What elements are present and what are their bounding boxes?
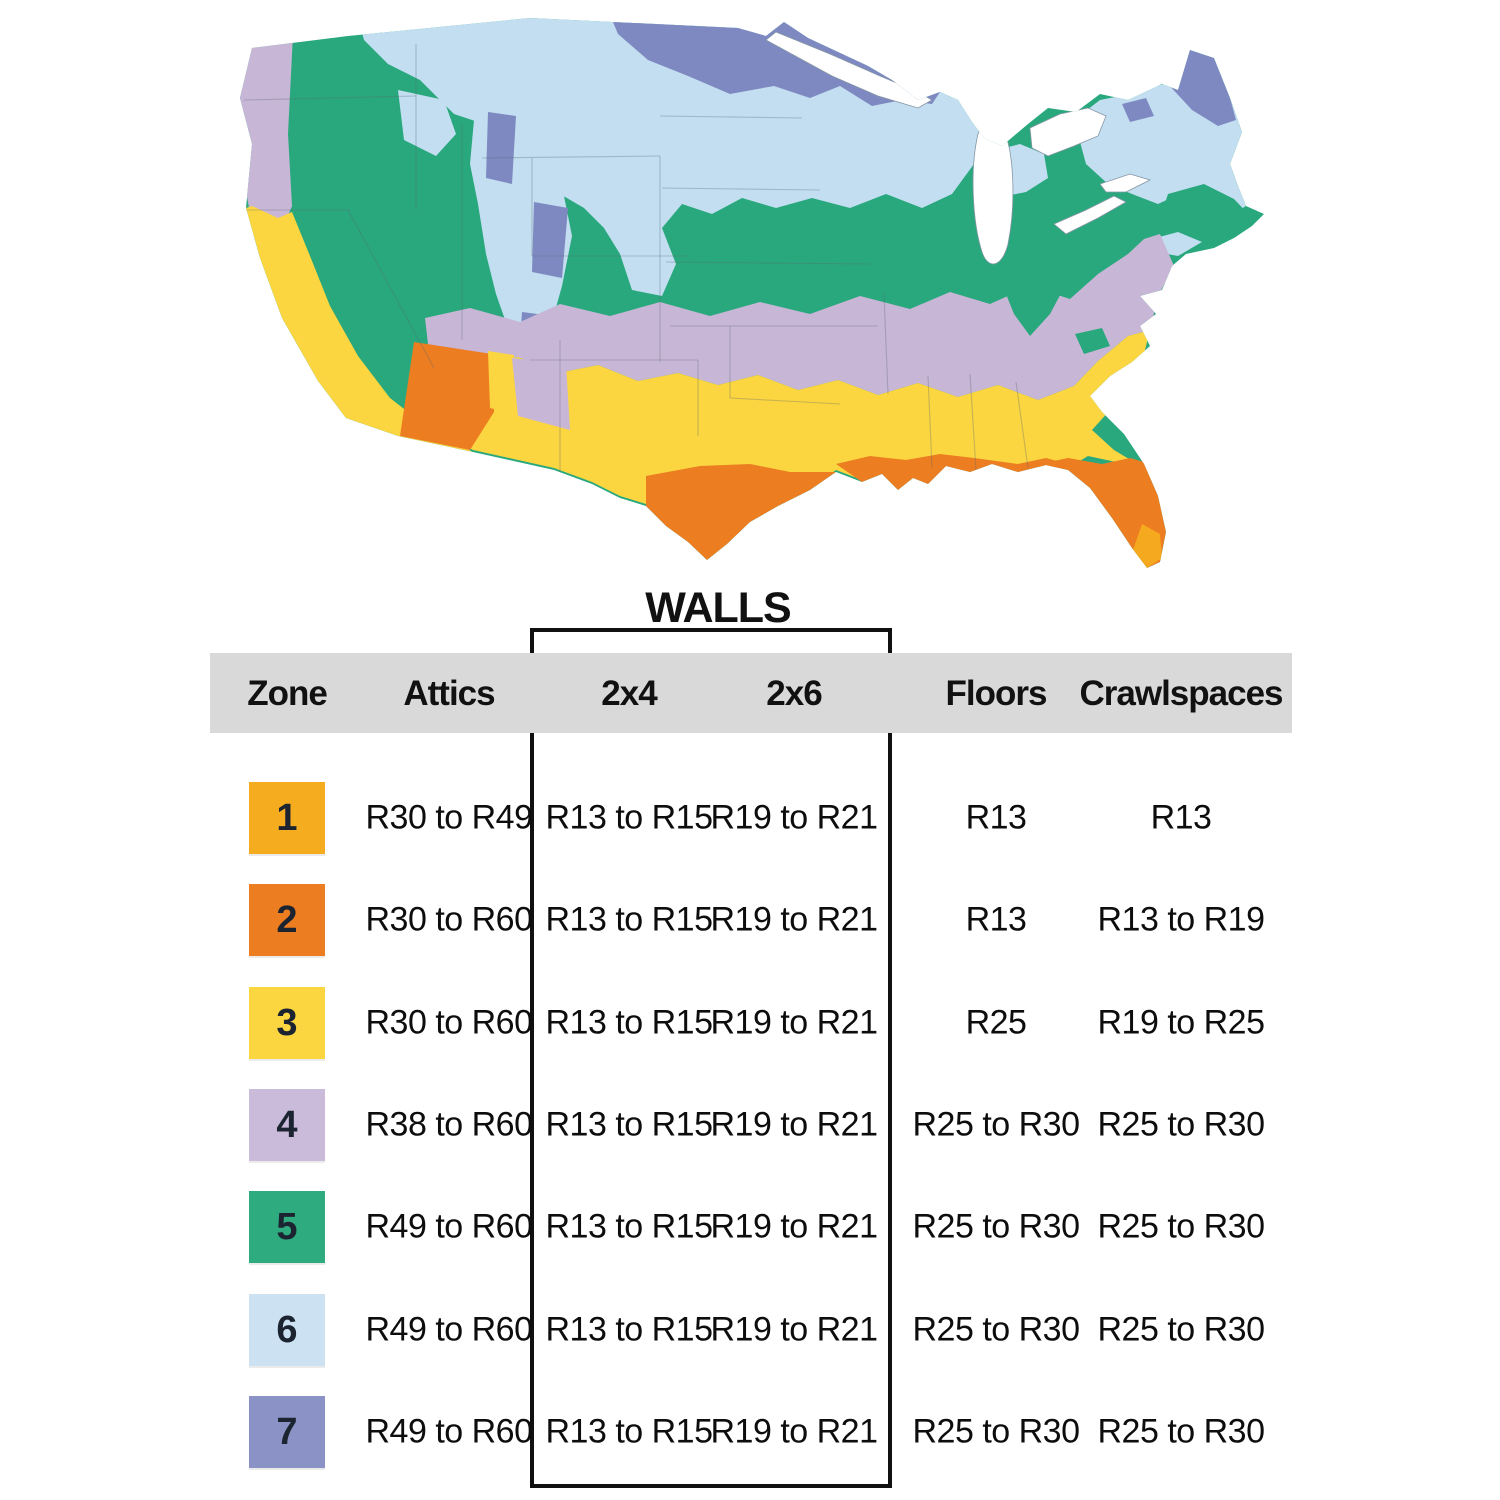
cell-wall_2x4-zone-3: R13 to R15 — [545, 1003, 714, 1042]
zone-swatch-3: 3 — [249, 987, 325, 1059]
cell-crawlspaces-zone-1: R13 — [1150, 798, 1212, 837]
cell-wall_2x4-zone-1: R13 to R15 — [545, 798, 714, 837]
cell-wall_2x4-zone-5: R13 to R15 — [545, 1207, 714, 1246]
zone-swatch-2: 2 — [249, 884, 325, 956]
cell-floors-zone-5: R25 to R30 — [912, 1207, 1081, 1246]
map-zone-1-region — [1133, 524, 1162, 568]
column-header-crawlspaces: Crawlspaces — [1079, 674, 1283, 713]
cell-wall_2x6-zone-4: R19 to R21 — [710, 1105, 879, 1144]
cell-wall_2x6-zone-7: R19 to R21 — [710, 1412, 879, 1451]
zone-swatch-7: 7 — [249, 1396, 325, 1468]
state-borders-lines — [243, 44, 1029, 480]
walls-group-label: WALLS — [607, 584, 829, 632]
zone-number: 4 — [276, 1103, 298, 1146]
column-header-attics: Attics — [403, 674, 495, 713]
table-header-band — [210, 653, 1292, 733]
cell-wall_2x6-zone-6: R19 to R21 — [710, 1310, 879, 1349]
cell-crawlspaces-zone-2: R13 to R19 — [1097, 900, 1266, 939]
cell-floors-zone-6: R25 to R30 — [912, 1310, 1081, 1349]
zone-swatch-6: 6 — [249, 1294, 325, 1366]
cell-attics-zone-2: R30 to R60 — [365, 900, 534, 939]
zone-number: 3 — [276, 1001, 298, 1044]
cell-floors-zone-2: R13 — [965, 900, 1027, 939]
cell-wall_2x6-zone-2: R19 to R21 — [710, 900, 879, 939]
cell-crawlspaces-zone-5: R25 to R30 — [1097, 1207, 1266, 1246]
cell-attics-zone-1: R30 to R49 — [365, 798, 534, 837]
walls-columns-box — [530, 628, 892, 1488]
cell-wall_2x4-zone-7: R13 to R15 — [545, 1412, 714, 1451]
cell-crawlspaces-zone-3: R19 to R25 — [1097, 1003, 1266, 1042]
zone-swatch-5: 5 — [249, 1191, 325, 1263]
column-header-wall_2x6: 2x6 — [766, 674, 822, 713]
column-header-wall_2x4: 2x4 — [601, 674, 657, 713]
map-zone-5-east-patches — [1002, 184, 1254, 354]
cell-wall_2x4-zone-4: R13 to R15 — [545, 1105, 714, 1144]
cell-wall_2x6-zone-5: R19 to R21 — [710, 1207, 879, 1246]
cell-attics-zone-4: R38 to R60 — [365, 1105, 534, 1144]
cell-floors-zone-1: R13 — [965, 798, 1027, 837]
map-zone-4-new-mexico-patch — [512, 358, 570, 430]
cell-wall_2x4-zone-2: R13 to R15 — [545, 900, 714, 939]
map-zone-3-arizona-strip — [488, 351, 516, 414]
cell-attics-zone-6: R49 to R60 — [365, 1310, 534, 1349]
zone-swatch-1: 1 — [249, 782, 325, 854]
cell-crawlspaces-zone-6: R25 to R30 — [1097, 1310, 1266, 1349]
cell-attics-zone-3: R30 to R60 — [365, 1003, 534, 1042]
cell-crawlspaces-zone-7: R25 to R30 — [1097, 1412, 1266, 1451]
cell-attics-zone-5: R49 to R60 — [365, 1207, 534, 1246]
zone-number: 2 — [276, 898, 298, 941]
zone-number: 7 — [276, 1410, 298, 1453]
cell-floors-zone-3: R25 — [965, 1003, 1027, 1042]
zone-number: 5 — [276, 1205, 298, 1248]
zone-number: 6 — [276, 1308, 298, 1351]
us-climate-zone-map — [240, 18, 1264, 568]
cell-wall_2x6-zone-1: R19 to R21 — [710, 798, 879, 837]
cell-crawlspaces-zone-4: R25 to R30 — [1097, 1105, 1266, 1144]
zone-number: 1 — [276, 796, 298, 839]
cell-wall_2x4-zone-6: R13 to R15 — [545, 1310, 714, 1349]
great-lakes — [765, 31, 1152, 265]
cell-wall_2x6-zone-3: R19 to R21 — [710, 1003, 879, 1042]
column-header-zone: Zone — [247, 674, 328, 713]
map-zone-3-region — [246, 206, 1150, 558]
zone-swatch-4: 4 — [249, 1089, 325, 1161]
cell-attics-zone-7: R49 to R60 — [365, 1412, 534, 1451]
cell-floors-zone-4: R25 to R30 — [912, 1105, 1081, 1144]
column-header-floors: Floors — [945, 674, 1048, 713]
cell-floors-zone-7: R25 to R30 — [912, 1412, 1081, 1451]
